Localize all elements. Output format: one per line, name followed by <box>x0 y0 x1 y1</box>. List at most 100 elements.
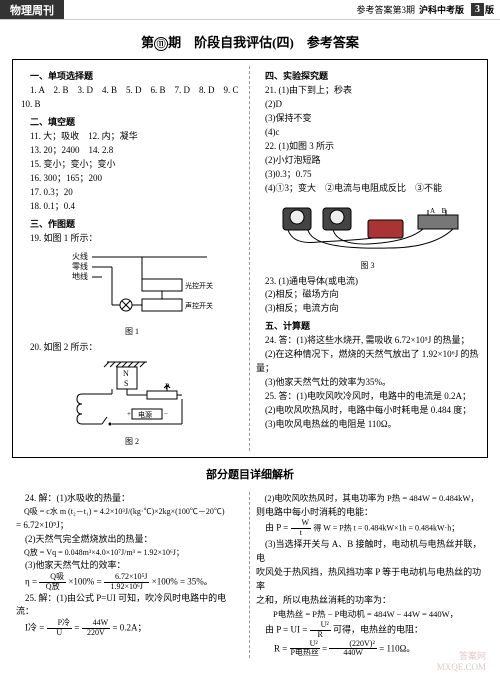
eta-mid: ×100% = <box>68 576 101 586</box>
section4-title: 四、实验探究题 <box>256 69 479 82</box>
l24-2b: 量； <box>256 362 479 376</box>
eta-eq: η = <box>25 576 37 586</box>
p-eq: 由 P = <box>265 523 288 533</box>
fig2-caption: 图 2 <box>21 436 243 447</box>
fig1-ground-label: 地线 <box>72 271 88 281</box>
fig1-fire-label: 火线 <box>72 251 88 261</box>
s2-l4: 16. 300；165；200 <box>21 172 243 186</box>
main-answers-box: 一、单项选择题 1. A 2. B 3. D 4. B 5. D 6. B 7.… <box>12 59 488 458</box>
s2-l3: 15. 变小；变小；变小 <box>21 158 243 172</box>
page-suffix: 版 <box>485 3 494 16</box>
svg-text:+: + <box>127 410 131 418</box>
a-l2: Q吸 = c水 m (t₂－t₁) = 4.2×10³J/(kg·℃)×2kg×… <box>16 506 243 518</box>
frac3: P冷U <box>47 619 72 638</box>
i-mid: = <box>74 623 79 633</box>
title-mid: 期 阶段自我评估(四) 参考答案 <box>168 35 359 50</box>
edition-label: 沪科中考版 <box>419 3 464 16</box>
analysis-right: (2)电吹风吹热风时，其电功率为 P热 = 484W = 0.484kW， 则电… <box>250 492 484 658</box>
analysis-box: 24. 解：(1)水吸收的热量： Q吸 = c水 m (t₂－t₁) = 4.2… <box>12 486 488 664</box>
a-l9: I冷 = P冷U = 44W220V = 0.2A； <box>16 619 243 638</box>
fig3-caption: 图 3 <box>256 260 479 271</box>
frac4: 44W220V <box>82 619 111 638</box>
l22-2: (2)小灯泡短路 <box>256 154 479 168</box>
l25-3: (3)电吹风电热丝的电阻是 110Ω。 <box>256 418 479 432</box>
frac2: 6.72×10⁵J1.92×10⁶J <box>104 573 149 592</box>
i-end: = 0.2A； <box>112 623 146 633</box>
section5-title: 五、计算题 <box>256 319 479 332</box>
fig1-light-switch: 光控开关 <box>185 281 213 290</box>
frac8: (220V)²440W <box>329 640 377 659</box>
section3-title: 三、作图题 <box>21 217 243 230</box>
ar-l7: P电热丝 = P热 − P电动机 = 484W − 44W = 440W， <box>256 608 484 621</box>
l22-4: (4)①3；变大 ②电流与电阻成反比 ③不能 <box>256 182 479 196</box>
a-l8: 25. 解：(1)由公式 P=UI 可知，吹冷风时电路中的电流： <box>16 592 243 620</box>
watermark: 答案网 MXQE.COM <box>437 649 486 672</box>
r-mid: = <box>322 643 327 653</box>
l24-3: (3)他家天然气灶的效率为35%。 <box>256 376 479 390</box>
fig1-sound-switch: 声控开关 <box>185 301 213 310</box>
issue-number: ⑪ <box>154 37 168 51</box>
page-number: 3 <box>471 3 484 16</box>
r-end: = 110Ω。 <box>379 643 415 653</box>
ref-text: 参考答案第3期 <box>356 3 415 16</box>
page-title: 第⑪期 阶段自我评估(四) 参考答案 <box>0 20 500 59</box>
a-l4: (2)天然气完全燃烧放出的热量： <box>16 533 243 547</box>
section1-title: 一、单项选择题 <box>21 69 243 82</box>
pu-end: 可得，电热丝的电阻： <box>333 624 423 634</box>
ar-l6: 之和，所以电热丝消耗的功率为： <box>256 594 484 608</box>
svg-text:A B: A B <box>430 207 447 215</box>
l21-2: (2)D <box>256 98 479 112</box>
ar-l4: (3)当选择开关与 A、B 接触时，电动机与电热丝并联，电 <box>256 538 484 566</box>
fig2-n: N <box>123 369 129 378</box>
fig2-s: S <box>124 379 128 388</box>
ar-l8: 由 P = UI = U²R 可得，电热丝的电阻： <box>256 621 484 640</box>
s3-l2: 20. 如图 2 所示： <box>21 341 243 355</box>
section2-title: 二、填空题 <box>21 115 243 128</box>
frac6: U²R <box>310 621 331 640</box>
i-eq: I冷 = <box>25 623 44 633</box>
wm-l2: MXQE.COM <box>437 662 486 672</box>
a-l6: (3)他家天然气灶的效率： <box>16 559 243 573</box>
frac7: U²P电热丝 <box>290 640 320 659</box>
s1-extra: 10. B <box>21 98 243 112</box>
l21-3: (3)保持不变 <box>256 112 479 126</box>
l25-1: 25. 答：(1)电吹风吹冷风时，电路中的电流是 0.2A； <box>256 390 479 404</box>
title-prefix: 第 <box>141 35 154 50</box>
figure-1: 火线 零线 地线 光控开关 声控开关 图 1 <box>21 249 243 337</box>
p-end: 得 W = P热 t = 0.484kW×1h = 0.484kW·h； <box>313 524 459 533</box>
journal-name: 物理周刊 <box>0 0 64 19</box>
s2-l5: 17. 0.3；20 <box>21 186 243 200</box>
svg-text:−: − <box>164 410 168 418</box>
s1-answers: 1. A 2. B 3. D 4. B 5. D 6. B 7. D 8. D … <box>21 84 243 98</box>
ar-l2: 则电路中每小时消耗的电能： <box>256 506 484 520</box>
s2-l1: 11. 大；吸收 12. 内；凝华 <box>21 130 243 144</box>
frac5: Wt <box>291 519 312 538</box>
l22-1: 22. (1)如图 3 所示 <box>256 140 479 154</box>
figure-3: A B 图 3 <box>256 200 479 271</box>
l23-1: 23. (1)通电导体(或电流) <box>256 275 479 289</box>
fig1-neutral-label: 零线 <box>72 261 88 271</box>
header-right: 参考答案第3期 沪科中考版 3 版 <box>356 0 500 19</box>
l24-2: (2)在这种情况下，燃烧的天然气放出了 1.92×10⁶J 的热 <box>256 348 479 362</box>
fig2-source: 电源 <box>138 410 152 419</box>
fig1-caption: 图 1 <box>21 326 243 337</box>
analysis-heading: 部分题目详细解析 <box>0 466 500 482</box>
ar-l3: 由 P = Wt 得 W = P热 t = 0.484kW×1h = 0.484… <box>256 519 484 538</box>
pu-eq: 由 P = UI = <box>265 624 307 634</box>
wm-l1: 答案网 <box>437 649 486 662</box>
a-l7: η = Q吸Q放 ×100% = 6.72×10⁵J1.92×10⁶J ×100… <box>16 573 243 592</box>
right-column: 四、实验探究题 21. (1)由下到上；秒表 (2)D (3)保持不变 (4)c… <box>250 66 479 451</box>
l22-3: (3)0.3；0.75 <box>256 168 479 182</box>
l24-1: 24. 答：(1)将这些水烧开, 需吸收 6.72×10⁵J 的热量； <box>256 334 479 348</box>
l23-3: (3)相反；电流方向 <box>256 302 479 316</box>
left-column: 一、单项选择题 1. A 2. B 3. D 4. B 5. D 6. B 7.… <box>21 66 250 451</box>
ar-l1: (2)电吹风吹热风时，其电功率为 P热 = 484W = 0.484kW， <box>256 492 484 505</box>
s2-l2: 13. 20；2400 14. 2.8 <box>21 144 243 158</box>
a-l1: 24. 解：(1)水吸收的热量： <box>16 492 243 506</box>
figure-2: N S P 电源 +− 图 2 <box>21 359 243 447</box>
l21-1: 21. (1)由下到上；秒表 <box>256 84 479 98</box>
s3-l1: 19. 如图 1 所示： <box>21 232 243 246</box>
l23-2: (2)相反；磁场方向 <box>256 288 479 302</box>
r-eq: R = <box>274 643 287 653</box>
analysis-left: 24. 解：(1)水吸收的热量： Q吸 = c水 m (t₂－t₁) = 4.2… <box>16 492 250 658</box>
